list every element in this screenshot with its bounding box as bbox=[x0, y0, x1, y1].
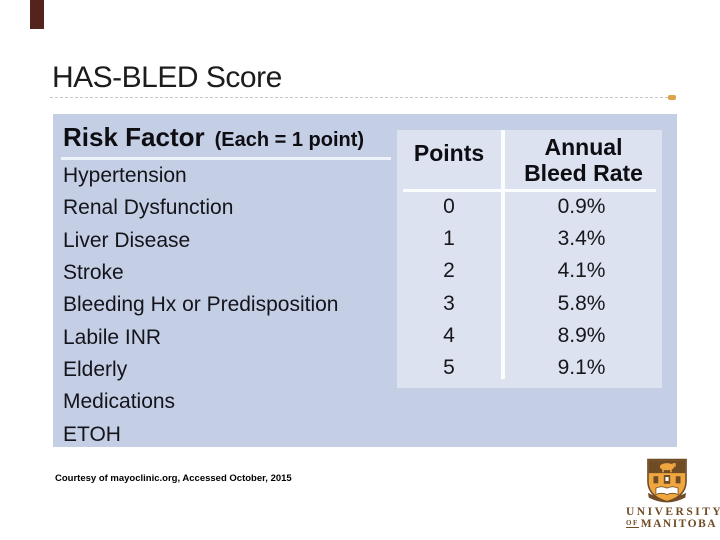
logo-university-word: University bbox=[626, 506, 720, 518]
bleed-rate-column-header-text: Annual Bleed Rate bbox=[524, 134, 643, 186]
risk-table-header: Risk Factor (Each = 1 point) bbox=[63, 122, 364, 153]
risk-row: Renal Dysfunction bbox=[63, 196, 234, 220]
university-of-manitoba-logo: University of Manitoba bbox=[626, 458, 720, 530]
title-divider-end-tick bbox=[668, 95, 676, 100]
citation-text: Courtesy of mayoclinic.org, Accessed Oct… bbox=[55, 473, 292, 484]
risk-row: Hypertension bbox=[63, 164, 187, 188]
risk-factor-panel: Risk Factor (Each = 1 point) Hypertensio… bbox=[53, 114, 677, 447]
table-row: 1 3.4% bbox=[397, 223, 662, 255]
risk-table-header-main: Risk Factor bbox=[63, 122, 205, 152]
rate-cell: 4.1% bbox=[557, 259, 606, 283]
points-cell: 4 bbox=[443, 323, 455, 347]
risk-table-header-note-text: (Each = 1 point) bbox=[214, 129, 365, 151]
rate-cell: 9.1% bbox=[557, 356, 606, 380]
risk-row: Liver Disease bbox=[63, 228, 191, 252]
logo-manitoba-word: Manitoba bbox=[640, 518, 718, 530]
points-cell: 0 bbox=[443, 195, 455, 219]
risk-factor-list: Hypertension Renal Dysfunction Liver Dis… bbox=[63, 160, 393, 451]
points-bleed-rate-table: Points Annual Bleed Rate 0 0.9% 1 3.4% 2… bbox=[397, 130, 662, 388]
points-cell: 2 bbox=[443, 259, 455, 283]
table-row: 3 5.8% bbox=[397, 288, 662, 320]
rate-cell: 0.9% bbox=[557, 195, 606, 219]
risk-header-underline bbox=[61, 157, 391, 160]
risk-row: Labile INR bbox=[63, 325, 162, 349]
rate-cell: 5.8% bbox=[557, 291, 606, 315]
risk-row: Medications bbox=[63, 390, 176, 414]
logo-manitoba-line: of Manitoba bbox=[626, 518, 716, 530]
table-row: 4 8.9% bbox=[397, 320, 662, 352]
table-row: 2 4.1% bbox=[397, 255, 662, 287]
table-column-divider bbox=[501, 130, 505, 379]
slide-accent-tab bbox=[30, 0, 44, 29]
points-cell: 5 bbox=[443, 356, 455, 380]
table-header-underline bbox=[403, 189, 656, 192]
university-crest-icon bbox=[647, 458, 687, 503]
table-row: 0 0.9% bbox=[397, 191, 662, 223]
risk-row: Elderly bbox=[63, 357, 128, 381]
table-row: 5 9.1% bbox=[397, 352, 662, 384]
risk-row: ETOH bbox=[63, 422, 121, 446]
points-cell: 3 bbox=[443, 291, 455, 315]
bleed-rate-column-header: Annual Bleed Rate bbox=[505, 134, 662, 186]
points-table-rows: 0 0.9% 1 3.4% 2 4.1% 3 5.8% 4 8.9% bbox=[397, 191, 662, 384]
logo-of-word: of bbox=[626, 519, 639, 528]
page-title: HAS-BLED Score bbox=[52, 61, 282, 94]
risk-row: Stroke bbox=[63, 261, 124, 285]
points-column-header: Points bbox=[413, 140, 485, 166]
title-divider bbox=[50, 97, 668, 98]
rate-cell: 8.9% bbox=[557, 323, 606, 347]
points-cell: 1 bbox=[443, 227, 455, 251]
risk-row: Bleeding Hx or Predisposition bbox=[63, 293, 339, 317]
rate-cell: 3.4% bbox=[557, 227, 606, 251]
